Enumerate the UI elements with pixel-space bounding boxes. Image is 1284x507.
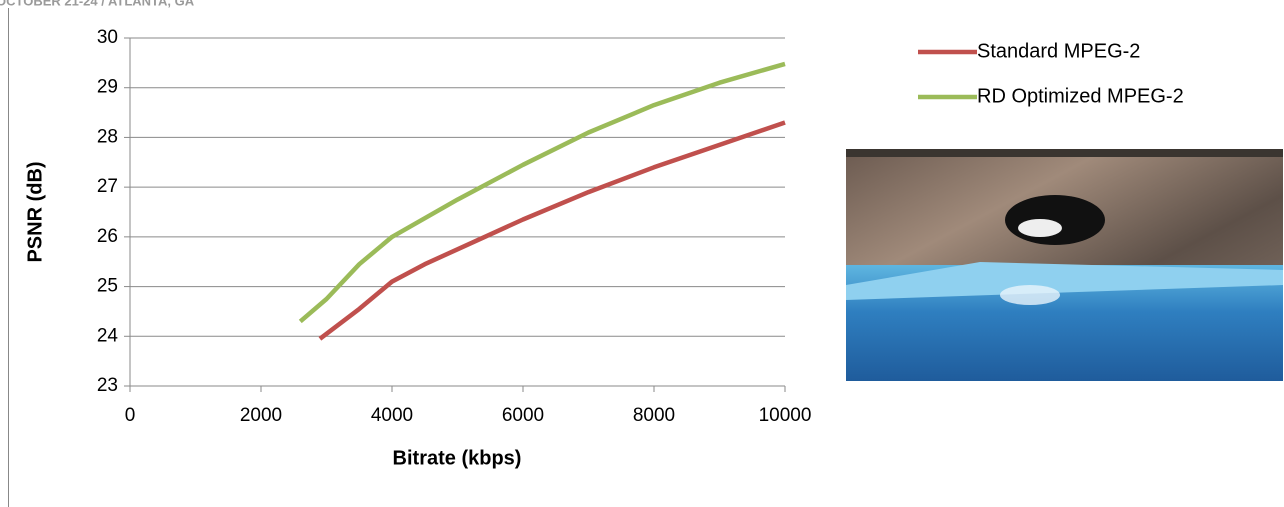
x-tick-label: 2000: [240, 405, 282, 426]
series-line: [320, 123, 785, 339]
series-line: [300, 64, 785, 322]
x-axis-title: Bitrate (kbps): [393, 447, 522, 469]
y-tick-label: 26: [97, 226, 118, 247]
y-tick-label: 25: [97, 276, 118, 297]
x-tick-label: 0: [125, 405, 136, 426]
header: OCTOBER 21-24 / ATLANTA, GA: [0, 0, 195, 8]
y-tick-label: 29: [97, 77, 118, 98]
y-tick-label: 23: [97, 375, 118, 396]
slide: OCTOBER 21-24 / ATLANTA, GA Bitrate (kbp…: [0, 0, 1284, 507]
x-tick-label: 8000: [633, 405, 675, 426]
x-tick-label: 10000: [759, 405, 812, 426]
y-tick-label: 27: [97, 176, 118, 197]
y-tick-label: 28: [97, 126, 118, 147]
y-tick-label: 24: [97, 325, 119, 346]
y-tick-label: 30: [97, 27, 118, 48]
legend-label: Standard MPEG-2: [977, 40, 1140, 62]
y-axis-title: PSNR (dB): [24, 161, 46, 262]
x-tick-label: 4000: [371, 405, 413, 426]
x-tick-label: 6000: [502, 405, 544, 426]
legend-label: RD Optimized MPEG-2: [977, 85, 1184, 107]
photo: [846, 149, 1283, 381]
